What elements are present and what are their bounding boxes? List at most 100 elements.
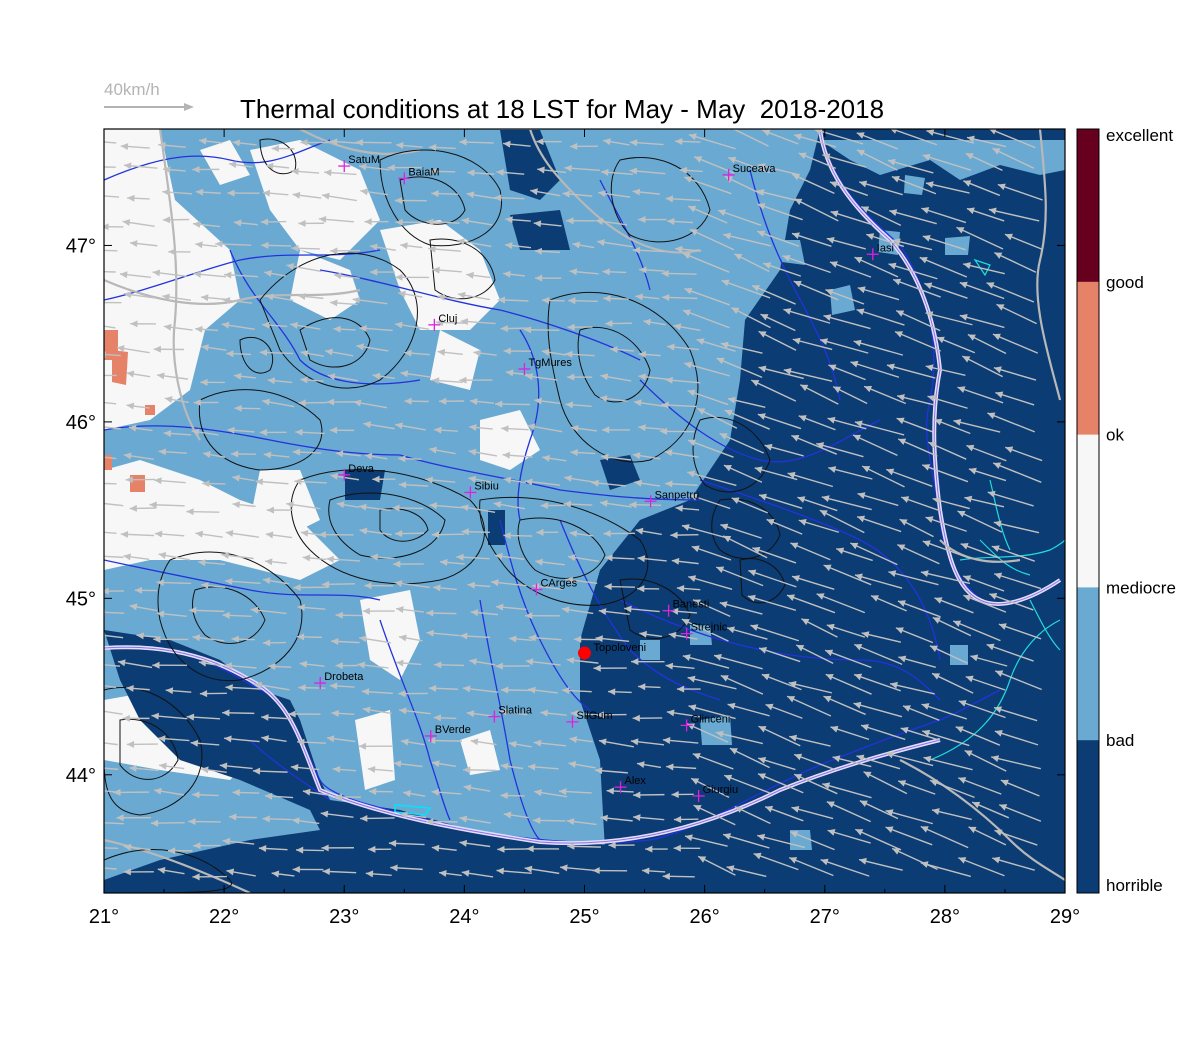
wind-arrow-head xyxy=(154,477,162,485)
wind-arrow-head xyxy=(989,593,998,600)
wind-arrow-head xyxy=(898,438,907,446)
wind-arrow-head xyxy=(199,690,208,698)
wind-arrow-head xyxy=(825,288,834,296)
wind-arrow-head xyxy=(459,839,468,847)
wind-arrow-head xyxy=(94,192,101,199)
wind-arrow-head xyxy=(534,397,542,405)
wind-arrow xyxy=(723,233,772,247)
wind-arrow-head xyxy=(637,555,646,563)
wind-arrow-head xyxy=(125,476,133,484)
wind-arrow-head xyxy=(966,135,975,143)
wind-arrow-head xyxy=(635,527,644,535)
wind-arrow-head xyxy=(116,345,125,352)
wind-arrow-head xyxy=(600,814,608,822)
city-label: Sibiu xyxy=(474,480,498,492)
wind-arrow-head xyxy=(359,325,367,332)
wind-arrow xyxy=(732,129,769,147)
wind-arrow-head xyxy=(727,702,736,710)
road-line xyxy=(104,838,251,893)
wind-arrow xyxy=(888,571,939,586)
border-line xyxy=(819,129,1061,605)
contour-line xyxy=(399,176,466,225)
wind-arrow-head xyxy=(227,189,235,197)
wind-arrow xyxy=(104,502,124,507)
wind-arrow-head xyxy=(542,296,550,304)
wind-arrow-head xyxy=(757,230,766,238)
wind-arrow-head xyxy=(321,192,330,200)
wind-arrow xyxy=(793,753,837,771)
wind-arrow-head xyxy=(292,448,301,456)
wind-arrow xyxy=(929,779,975,799)
wind-arrow xyxy=(921,703,967,720)
wind-arrow xyxy=(922,154,972,171)
wind-arrow-head xyxy=(456,553,464,561)
wind-arrow-head xyxy=(297,604,305,611)
wind-arrow-head xyxy=(895,627,904,634)
wind-arrow-head xyxy=(854,644,863,651)
wind-arrow-head xyxy=(828,364,837,371)
wind-arrow-head xyxy=(92,553,99,560)
wind-arrow xyxy=(747,595,797,611)
wind-arrow-head xyxy=(759,493,767,501)
wind-arrow-head xyxy=(195,241,203,249)
river-line xyxy=(479,599,541,841)
wind-arrow-head xyxy=(567,554,576,562)
wind-arrow-head xyxy=(633,814,641,822)
wind-arrow xyxy=(925,182,970,194)
wind-arrow-head xyxy=(892,848,901,855)
wind-arrow-head xyxy=(766,518,775,526)
wind-arrow-head xyxy=(190,739,199,747)
wind-arrow-head xyxy=(302,554,311,562)
wind-arrow-head xyxy=(920,570,929,578)
wind-arrow-head xyxy=(567,373,575,381)
wind-arrow-head xyxy=(569,530,578,538)
wind-arrow-head xyxy=(827,829,836,836)
wind-arrow-head xyxy=(195,325,203,333)
wind-arrow-head xyxy=(567,842,575,850)
wind-arrow xyxy=(856,308,905,326)
wind-arrow-head xyxy=(957,510,966,518)
wind-arrow-head xyxy=(128,424,137,432)
wind-arrow xyxy=(104,742,118,746)
wind-arrow-head xyxy=(394,580,403,587)
wind-arrow-head xyxy=(857,492,866,499)
wind-arrow xyxy=(687,439,734,458)
wind-arrow-head xyxy=(292,817,300,825)
river-line xyxy=(104,645,1001,844)
wind-arrow-head xyxy=(997,183,1006,191)
wind-arrow-head xyxy=(151,712,159,720)
wind-arrow-head xyxy=(266,506,275,514)
wind-arrow-head xyxy=(157,866,166,874)
wind-arrow xyxy=(104,353,121,357)
wind-arrow-head xyxy=(459,138,467,146)
wind-arrow-head xyxy=(318,215,327,223)
wind-arrow-head xyxy=(758,726,767,733)
wind-arrow-head xyxy=(433,584,441,592)
wind-arrow-head xyxy=(966,207,975,215)
wind-arrow-head xyxy=(428,737,436,745)
wind-arrow xyxy=(988,208,1040,222)
wind-arrow-head xyxy=(459,376,467,384)
contour-line xyxy=(379,508,429,542)
wind-arrow-head xyxy=(292,865,300,873)
wind-arrow-head xyxy=(934,597,943,604)
wind-arrow-head xyxy=(542,454,550,462)
wind-arrow-head xyxy=(992,856,1001,864)
wind-arrow-head xyxy=(720,523,729,531)
field-mediocre-island xyxy=(820,140,1065,180)
wind-arrow xyxy=(992,333,1039,354)
field-bad-patch xyxy=(600,455,640,490)
wind-arrow xyxy=(788,682,833,694)
lon-tick-label: 28° xyxy=(930,906,960,928)
contour-line xyxy=(577,326,651,403)
field-mediocre-island xyxy=(700,715,732,745)
wind-arrow-head xyxy=(330,472,339,480)
wind-arrow xyxy=(729,747,770,769)
wind-arrow-head xyxy=(398,455,406,463)
wind-arrow xyxy=(754,467,798,481)
wind-arrow-head xyxy=(222,837,231,845)
wind-arrow-head xyxy=(723,833,732,840)
wind-arrow-head xyxy=(528,634,537,642)
wind-arrow xyxy=(993,367,1037,381)
wind-arrow xyxy=(753,852,799,871)
